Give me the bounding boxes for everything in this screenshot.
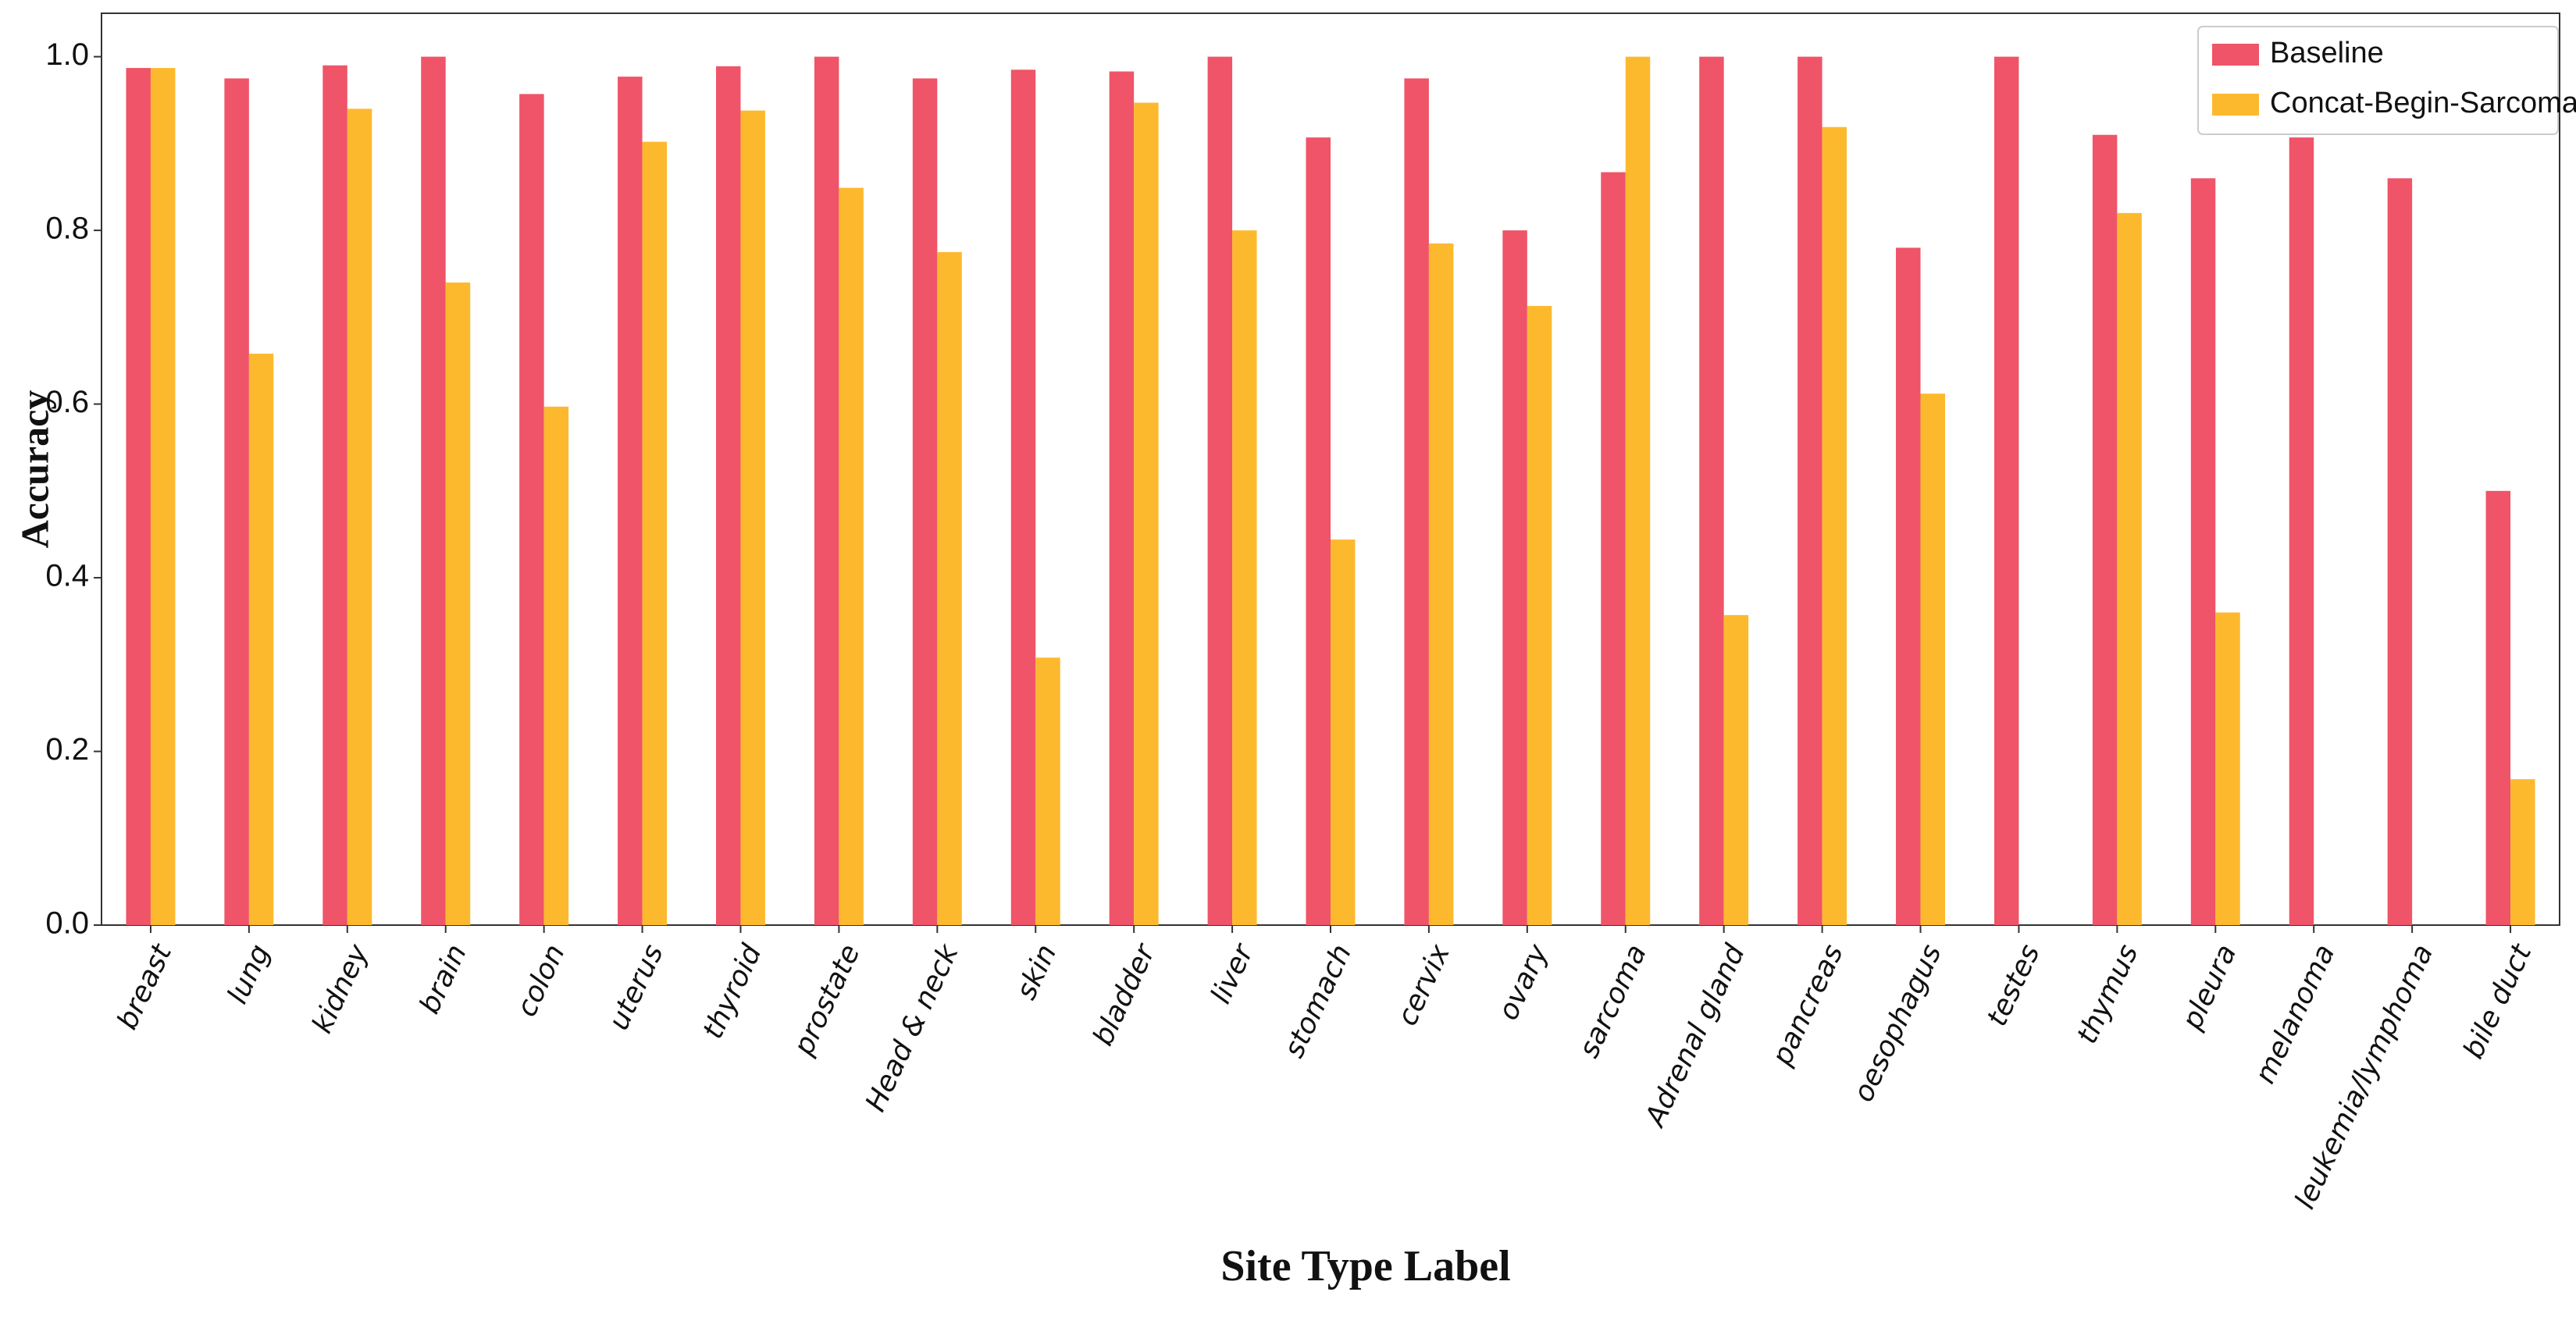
x-tick-label: stomach <box>1278 940 1359 1062</box>
legend-label: Concat-Begin-Sarcoma-3 <box>2270 87 2576 119</box>
x-tick-label: Adrenal gland <box>1639 939 1752 1133</box>
x-tick-label: thymus <box>2071 940 2144 1049</box>
bar <box>1306 137 1331 925</box>
x-tick-label: melanoma <box>2249 940 2341 1089</box>
x-tick-label: Head & neck <box>860 938 966 1116</box>
bar <box>1207 56 1233 926</box>
x-tick-label: cervix <box>1391 939 1457 1030</box>
x-tick-label: prostate <box>787 940 866 1061</box>
bar <box>1010 69 1036 925</box>
bar <box>2289 137 2314 925</box>
bar <box>421 56 446 926</box>
x-tick-label: lung <box>222 940 276 1009</box>
bar <box>1527 305 1552 925</box>
bar <box>1232 230 1257 926</box>
x-tick-label: thyroid <box>697 939 768 1044</box>
bar <box>1699 56 1724 926</box>
bar <box>1601 172 1626 925</box>
x-tick-label: skin <box>1010 940 1064 1005</box>
bar <box>1035 657 1060 925</box>
y-tick-label: 0.8 <box>45 212 89 246</box>
x-tick-label: kidney <box>306 939 375 1038</box>
y-tick-label: 0.2 <box>45 732 89 767</box>
bar <box>2117 212 2142 925</box>
bar <box>1109 71 1135 925</box>
x-tick-label: uterus <box>603 940 670 1035</box>
bar <box>519 94 544 926</box>
y-tick-label: 1.0 <box>45 37 89 72</box>
x-tick-label: pleura <box>2175 940 2243 1035</box>
x-tick-label: breast <box>112 938 179 1034</box>
bar <box>1428 243 1454 925</box>
y-axis-label: Accuracy <box>12 390 56 549</box>
y-tick-label: 0.6 <box>45 385 89 419</box>
y-tick-label: 0.4 <box>45 559 89 593</box>
bar <box>2190 178 2216 925</box>
x-tick-label: testes <box>1981 940 2047 1031</box>
bar <box>1404 78 1429 925</box>
bar <box>1134 102 1159 926</box>
bar <box>2485 490 2511 925</box>
x-tick-label: pancreas <box>1765 940 1849 1071</box>
x-tick-label: sarcoma <box>1573 940 1652 1062</box>
x-tick-label: oesophagus <box>1847 940 1948 1107</box>
x-axis-label: Site Type Label <box>1220 1242 1510 1290</box>
bar <box>937 251 962 925</box>
y-tick-label: 0.0 <box>45 906 89 941</box>
x-tick-label: liver <box>1205 938 1260 1009</box>
bar <box>1822 126 1847 925</box>
legend-label: Baseline <box>2270 37 2384 69</box>
bar <box>1797 56 1822 926</box>
bar <box>1625 56 1651 926</box>
bar <box>2215 612 2240 925</box>
legend-swatch <box>2212 44 2259 66</box>
legend-frame <box>2197 26 2559 135</box>
x-tick-label: bladder <box>1087 938 1162 1051</box>
bar <box>126 68 151 926</box>
bar <box>2387 178 2413 925</box>
bar <box>445 282 471 925</box>
bar <box>2092 134 2118 925</box>
bar <box>248 354 274 925</box>
x-tick-label: ovary <box>1492 939 1555 1025</box>
bar <box>814 56 839 926</box>
bar <box>2510 779 2535 925</box>
bar <box>716 66 741 926</box>
bar <box>150 68 176 926</box>
bar <box>618 77 643 925</box>
bar <box>1723 614 1749 925</box>
bar <box>1502 230 1527 926</box>
bar <box>740 110 765 925</box>
bar <box>1331 539 1356 925</box>
bar <box>1920 393 1945 925</box>
bar <box>1896 247 1921 925</box>
bar <box>224 78 249 925</box>
bar <box>347 109 372 925</box>
x-tick-label: bile duct <box>2457 938 2539 1063</box>
legend-swatch <box>2212 94 2259 116</box>
bar <box>1993 56 2019 926</box>
bar <box>322 65 347 925</box>
bar <box>839 187 864 926</box>
x-tick-label: brain <box>414 940 473 1019</box>
bar <box>642 141 668 925</box>
bar <box>912 78 938 925</box>
x-tick-label: colon <box>511 940 572 1022</box>
bar <box>543 406 569 925</box>
